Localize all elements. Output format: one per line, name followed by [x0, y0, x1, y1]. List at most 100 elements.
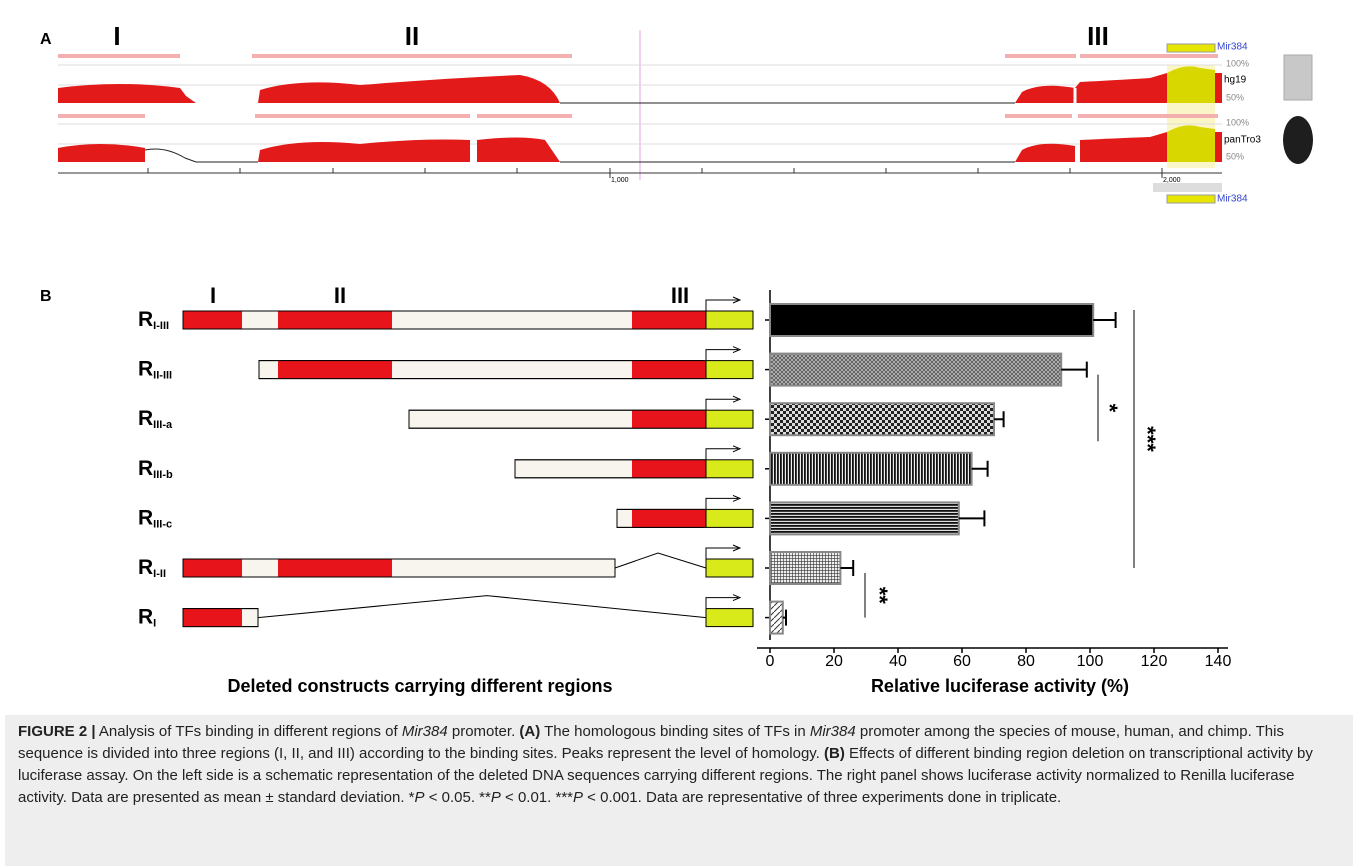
chimp-icon: [1283, 116, 1313, 164]
label-prefix: R: [138, 456, 153, 479]
tss-arrow: [705, 296, 742, 311]
region-iii: [632, 311, 706, 329]
row-label: RIII-b: [138, 456, 173, 480]
caption-run: Analysis of TFs binding in different reg…: [95, 723, 402, 740]
region-ii: [278, 559, 392, 577]
panel-a: A I II III Mir384 100% hg19 50% 100% pan…: [40, 21, 1313, 205]
caption-run: promoter.: [447, 723, 520, 740]
error-bar: [971, 460, 989, 477]
gene-label: Mir384: [1217, 42, 1248, 53]
row-label: RI-III: [138, 308, 169, 332]
promoter: [705, 459, 754, 479]
x-tick-label: 20: [825, 653, 843, 670]
bar: [769, 501, 960, 536]
outline: [182, 608, 259, 628]
error-bar: [1093, 312, 1117, 328]
region-i: [183, 608, 242, 627]
region-label: III: [1087, 21, 1109, 51]
label-sub: III-c: [153, 518, 172, 530]
panel-label: B: [40, 288, 52, 305]
caption-run: < 0.01. ***: [500, 789, 573, 806]
track-scale: 50%: [1226, 151, 1244, 161]
bar: [769, 303, 1095, 337]
track-name: panTro3: [1224, 135, 1261, 146]
x-tick-label: 0: [766, 653, 775, 670]
construct: [182, 558, 616, 578]
caption-run: FIGURE 2 |: [18, 723, 96, 740]
promoter: [705, 508, 754, 528]
human-icon: [1283, 54, 1313, 101]
row-label: RIII-a: [138, 407, 173, 431]
promoter: [705, 310, 754, 330]
label-prefix: R: [138, 605, 153, 628]
tss-arrow: [705, 395, 742, 411]
label-sub: III-b: [153, 469, 173, 481]
region-label: II: [405, 21, 419, 51]
ruler-label: 1,000: [611, 177, 629, 184]
caption-run: P: [573, 789, 584, 806]
x-tick-label: 80: [1017, 653, 1035, 670]
significance-label: *: [1097, 404, 1122, 413]
binding-bars: [58, 54, 1218, 118]
deletion: [257, 595, 707, 619]
caption-run: < 0.001. Data are representative of thre…: [583, 789, 1062, 806]
x-tick-label: 140: [1205, 653, 1232, 670]
error-bar: [840, 560, 855, 576]
label-sub: II-III: [153, 370, 172, 382]
ruler-ticks: [147, 168, 1163, 178]
label-prefix: R: [138, 556, 153, 579]
row-label: RI: [138, 605, 156, 629]
error-bar: [1061, 361, 1088, 378]
region-i: [183, 559, 242, 577]
error-bar: [994, 411, 1005, 428]
deletion: [614, 552, 707, 569]
caption-run: Mir384: [809, 723, 856, 740]
row-label: RII-III: [138, 357, 172, 381]
bar: [769, 600, 784, 635]
x-tick-label: 60: [953, 653, 971, 670]
label-prefix: R: [138, 407, 153, 430]
region-ii: [278, 360, 392, 379]
track-hg19: 100% hg19 50%: [58, 58, 1249, 104]
region-iii: [632, 509, 706, 528]
label-sub: I: [153, 618, 156, 630]
left-label: Deleted constructs carrying different re…: [227, 676, 612, 696]
region-i: [183, 311, 242, 329]
track-scale: 100%: [1226, 58, 1249, 68]
caption-run: < 0.05. **: [424, 789, 491, 806]
caption-run: P: [414, 789, 425, 806]
error-bar: [958, 510, 986, 527]
region-iii: [632, 459, 706, 478]
region-iii: [632, 410, 706, 429]
label-prefix: R: [138, 308, 153, 331]
panel-label: A: [40, 31, 52, 48]
label-sub: I-II: [153, 568, 166, 580]
track-pantro3: 100% panTro3 50%: [58, 117, 1261, 163]
caption-run: Mir384: [401, 723, 448, 740]
track-scale: 100%: [1226, 117, 1249, 127]
significance-label: ***: [1135, 426, 1160, 452]
promoter: [705, 360, 754, 380]
region-label: I: [210, 283, 216, 308]
caption-run: promoter among the species of mouse, hum…: [18, 723, 1284, 762]
label-prefix: R: [138, 506, 153, 529]
tss-arrow: [705, 594, 742, 609]
error-bar: [782, 609, 787, 626]
caption-run: P: [490, 789, 501, 806]
gene-bar: [1166, 43, 1216, 53]
row-label: RI-II: [138, 556, 166, 580]
caption-run: Effects of different binding region dele…: [18, 745, 1313, 806]
region-ii: [278, 311, 392, 329]
ruler-label: 2,000: [1163, 177, 1181, 184]
x-tick-label: 40: [889, 653, 907, 670]
gene-track: [1153, 183, 1222, 192]
bar: [769, 451, 973, 486]
row-label: RIII-c: [138, 506, 172, 530]
tss-arrow: [705, 494, 742, 510]
bar: [769, 402, 995, 437]
label-sub: I-III: [153, 320, 169, 332]
tss-arrow: [705, 445, 742, 460]
construct: [182, 310, 707, 330]
region-label: I: [113, 21, 120, 51]
